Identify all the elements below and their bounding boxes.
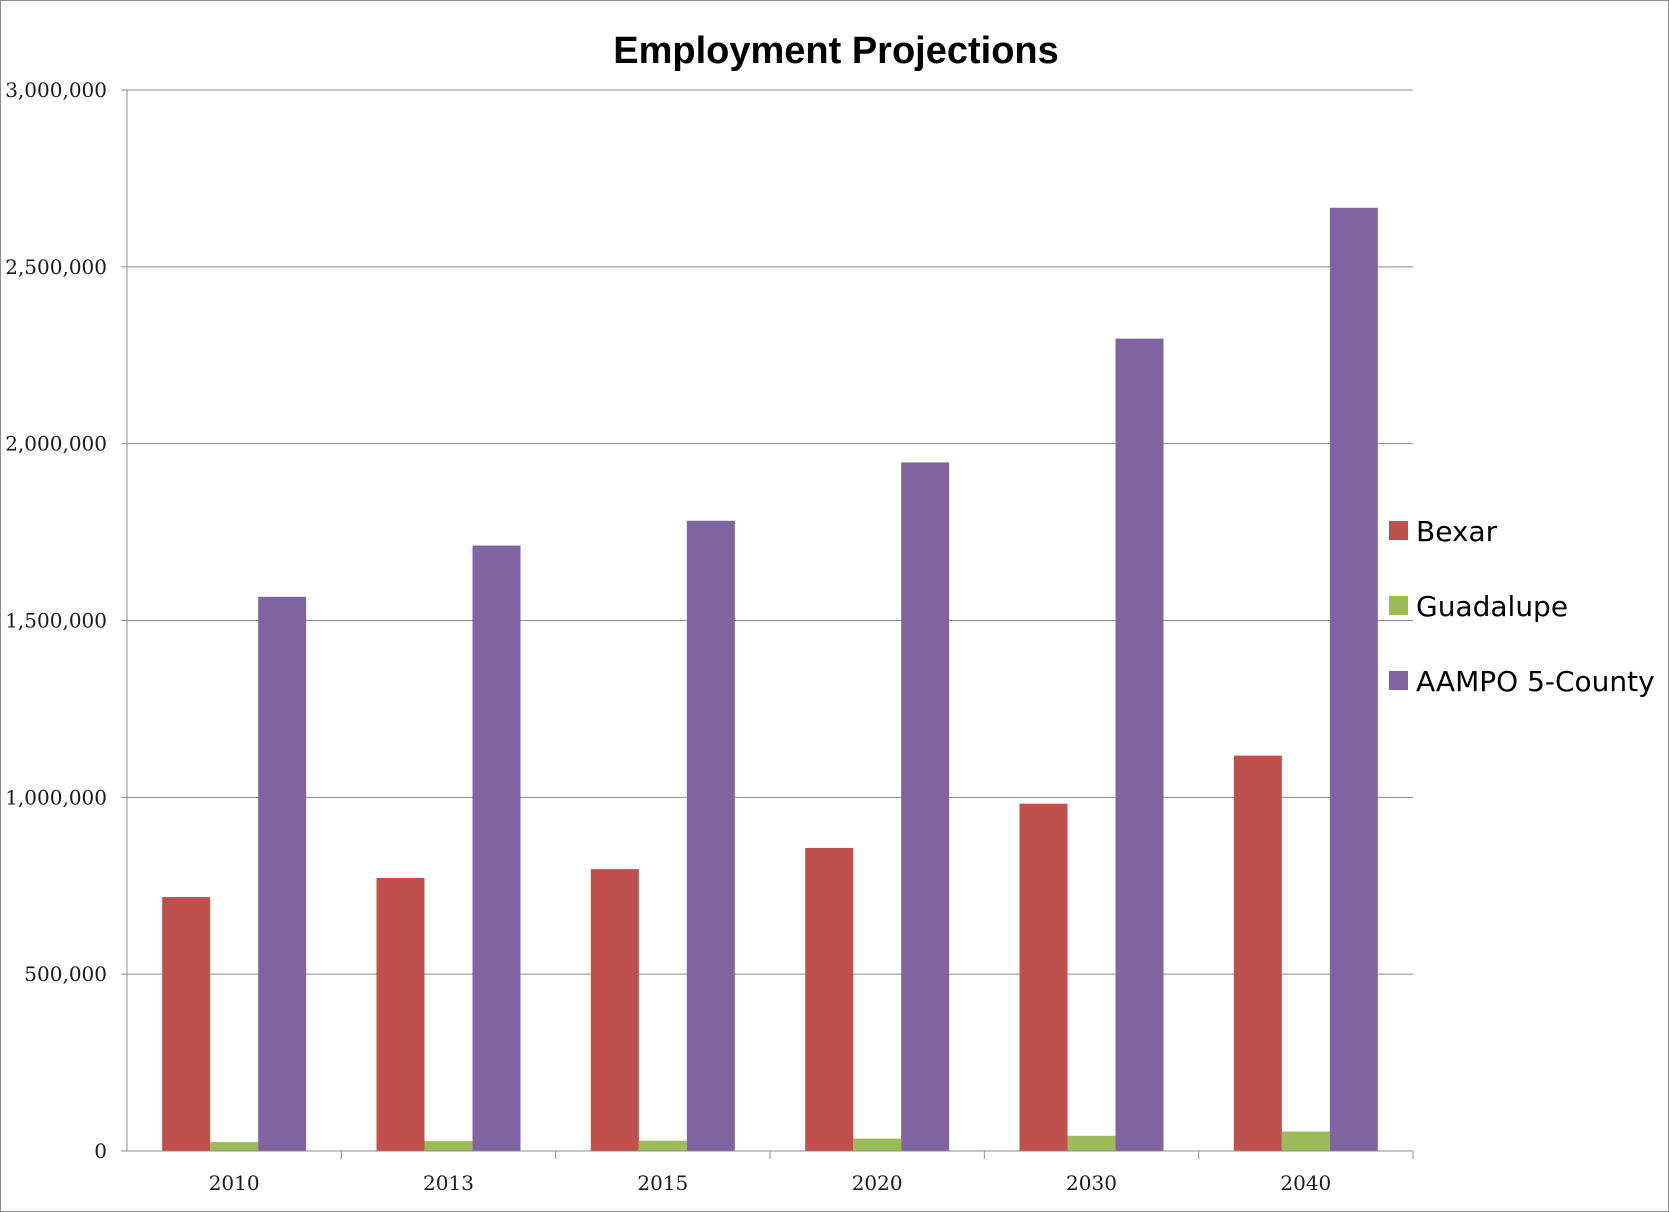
x-tick-label: 2040 [1280,1171,1331,1195]
bar-aampo-5-county-2030 [1115,338,1164,1151]
bar-guadalupe-2015 [638,1140,687,1151]
gridlines [127,89,1413,975]
bar-aampo-5-county-2040 [1329,207,1378,1151]
bar-aampo-5-county-2013 [472,545,521,1151]
x-tick-label: 2015 [637,1171,688,1195]
x-tick-label: 2020 [852,1171,903,1195]
bar-bexar-2015 [590,869,639,1151]
y-tick-label: 500,000 [24,962,107,986]
bar-guadalupe-2030 [1067,1135,1116,1151]
bar-guadalupe-2010 [210,1142,259,1151]
bar-bexar-2040 [1233,755,1282,1151]
legend-swatch-aampo-5-county [1389,671,1408,690]
y-tick-label: 2,500,000 [5,255,107,279]
legend: Bexar Guadalupe AAMPO 5-County [1389,515,1655,698]
legend-label-aampo-5-county: AAMPO 5-County [1416,665,1655,698]
x-tick-label: 2030 [1066,1171,1117,1195]
bar-aampo-5-county-2020 [901,462,950,1151]
bar-guadalupe-2020 [853,1138,902,1151]
bar-aampo-5-county-2015 [686,520,735,1151]
legend-swatch-bexar [1389,521,1408,540]
y-tick-label: 2,000,000 [5,432,107,456]
legend-label-bexar: Bexar [1416,515,1498,548]
y-tick-label: 3,000,000 [5,78,107,102]
y-tick-label: 1,500,000 [5,609,107,633]
x-axis-ticks: 2010 2013 2015 2020 2030 2040 [209,1151,1414,1195]
x-tick-label: 2013 [423,1171,474,1195]
x-tick-label: 2010 [209,1171,260,1195]
bar-bexar-2013 [376,877,425,1151]
bar-guadalupe-2040 [1281,1131,1330,1151]
legend-swatch-guadalupe [1389,596,1408,615]
bar-bexar-2030 [1019,803,1068,1151]
chart-title: Employment Projections [613,30,1059,72]
bar-aampo-5-county-2010 [258,596,307,1151]
y-tick-label: 1,000,000 [5,785,107,809]
y-tick-label: 0 [94,1139,107,1163]
legend-label-guadalupe: Guadalupe [1416,590,1568,623]
bar-bexar-2020 [805,847,854,1151]
bar-guadalupe-2013 [424,1141,473,1151]
bars [162,207,1378,1151]
y-axis-ticks: 0 500,000 1,000,000 1,500,000 2,000,000 2,500… [5,78,127,1163]
bar-bexar-2010 [162,897,211,1151]
